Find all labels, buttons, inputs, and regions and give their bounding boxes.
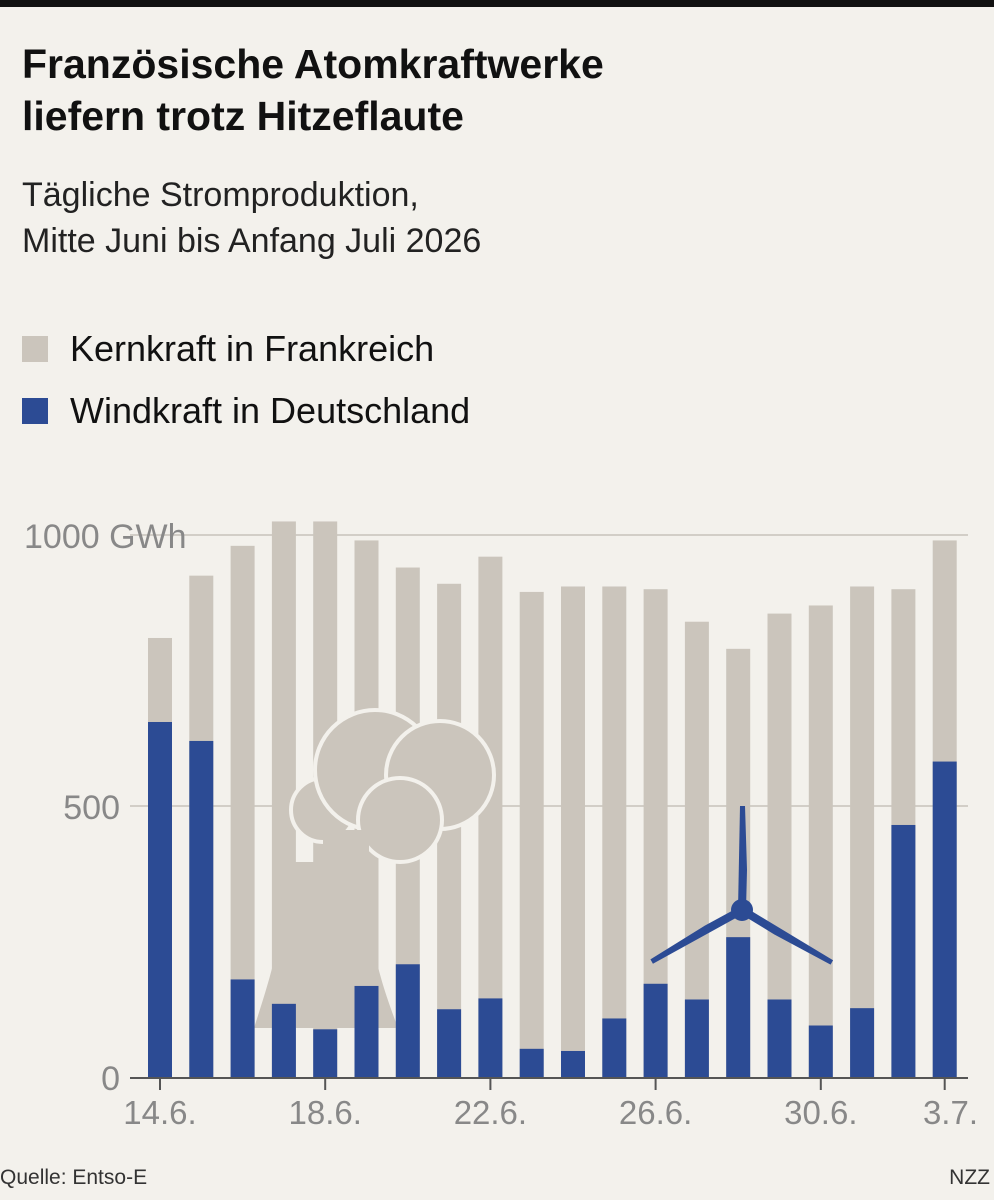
bar-wind	[684, 999, 709, 1077]
bar-nuclear	[519, 591, 544, 1077]
legend-item-nuclear: Kernkraft in Frankreich	[22, 318, 470, 380]
bar-wind	[932, 761, 957, 1077]
bar-wind	[808, 1025, 833, 1077]
turbine-blade-up	[738, 806, 747, 910]
x-tick-label: 22.6.	[454, 1094, 527, 1131]
bar-wind	[271, 1003, 296, 1077]
legend-item-wind: Windkraft in Deutschland	[22, 380, 470, 442]
chart-subtitle: Tägliche Stromproduktion, Mitte Juni bis…	[22, 172, 962, 264]
bar-chart: 1000 GWh 500 014.6. 18.6. 22.6. 26.6. 30.6. 3.7…	[24, 518, 978, 1131]
bar-wind	[313, 1029, 338, 1077]
smoke-stem	[323, 830, 369, 866]
x-tick-label: 30.6.	[784, 1094, 857, 1131]
bar-nuclear	[808, 605, 833, 1077]
turbine-hub	[731, 899, 753, 921]
bar-wind	[561, 1050, 585, 1077]
turbine-blade-left	[740, 906, 834, 965]
legend-swatch-nuclear	[22, 336, 48, 362]
y-tick-label: 1000 GWh	[24, 518, 187, 556]
bar-nuclear	[602, 586, 627, 1077]
bar-nuclear	[561, 586, 585, 1077]
bar-wind	[643, 983, 668, 1077]
bar-wind	[519, 1048, 544, 1077]
title-line-1: Französische Atomkraftwerke	[22, 41, 604, 87]
title-line-2: liefern trotz Hitzeflaute	[22, 93, 464, 139]
x-tick-label: 14.6.	[123, 1094, 196, 1131]
bar-wind	[189, 740, 214, 1077]
wind-turbine-icon	[650, 806, 834, 965]
bar-wind	[437, 1009, 462, 1077]
bar-wind	[891, 824, 916, 1077]
subtitle-line-2: Mitte Juni bis Anfang Juli 2026	[22, 222, 482, 260]
legend-label-nuclear: Kernkraft in Frankreich	[70, 328, 435, 369]
bar-wind	[602, 1018, 627, 1077]
x-tick-label: 26.6.	[619, 1094, 692, 1131]
y-tick-label: 500	[63, 789, 120, 827]
bar-nuclear	[478, 556, 503, 1077]
legend-swatch-wind	[22, 398, 48, 424]
x-tick-label: 3.7.	[923, 1094, 978, 1131]
turbine-blade-right	[650, 906, 744, 964]
bar-wind	[395, 964, 420, 1077]
legend: Kernkraft in Frankreich Windkraft in Deu…	[22, 318, 470, 442]
top-rule	[0, 0, 994, 7]
gridlines	[130, 534, 968, 807]
bar-wind	[478, 998, 503, 1077]
axes: 1000 GWh 500 014.6. 18.6. 22.6. 26.6. 30.6. 3.7…	[24, 518, 978, 1131]
legend-label-wind: Windkraft in Deutschland	[70, 390, 471, 431]
brand-label: NZZ	[949, 1166, 990, 1189]
x-tick-label: 18.6.	[288, 1094, 361, 1131]
bar-wind	[850, 1008, 875, 1077]
bar-wind	[354, 985, 379, 1077]
bar-wind	[767, 999, 792, 1077]
y-tick-label: 0	[101, 1060, 120, 1098]
subtitle-line-1: Tägliche Stromproduktion,	[22, 176, 419, 214]
bar-wind	[726, 937, 751, 1077]
bar-nuclear	[850, 586, 875, 1077]
source-note: Quelle: Entso-E	[0, 1166, 148, 1189]
chart-title: Französische Atomkraftwerke liefern trot…	[22, 38, 962, 142]
wind-bars	[148, 721, 957, 1077]
bar-wind	[148, 721, 172, 1077]
smoke-cloud-icon	[289, 708, 496, 864]
bar-wind	[230, 979, 255, 1077]
